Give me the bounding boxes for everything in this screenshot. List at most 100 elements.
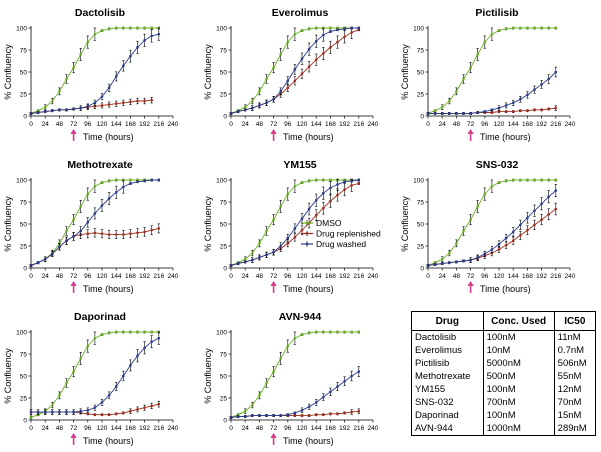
data-point (36, 111, 40, 114)
data-point (114, 385, 118, 388)
table-row: YM155 100nM 12nM (412, 383, 596, 396)
data-point (79, 229, 82, 233)
x-tick-label: 24 (42, 425, 50, 432)
y-axis-label: % Confluency (400, 44, 410, 100)
chart-title: SNS-032 (476, 159, 519, 171)
series-washed (229, 366, 361, 419)
data-point (150, 34, 153, 38)
table-cell: AVN-944 (415, 423, 453, 434)
table-row: Dactolisib 100nM 11nM (412, 330, 596, 344)
data-point (65, 108, 68, 112)
table-cell: Everolimus (415, 345, 462, 356)
data-point (129, 409, 132, 413)
data-point (243, 409, 247, 413)
data-point (448, 251, 451, 255)
x-tick-label: 0 (29, 273, 33, 280)
x-axis-label: Time (hours) (283, 436, 334, 446)
data-point (497, 110, 501, 113)
y-axis-label: % Confluency (203, 348, 213, 404)
data-point (307, 179, 311, 183)
data-point (279, 90, 283, 93)
data-point (314, 178, 318, 182)
data-point (504, 236, 508, 240)
data-point (236, 415, 240, 418)
data-point (511, 101, 515, 105)
data-point (329, 26, 332, 30)
data-point (462, 229, 465, 233)
x-tick-label: 144 (311, 425, 322, 432)
data-point (243, 415, 247, 418)
data-point (72, 107, 75, 111)
data-point (504, 104, 508, 107)
data-point (554, 26, 558, 30)
treatment-arrow-head (70, 129, 77, 134)
table-cell: 10nM (482, 344, 555, 357)
data-point (114, 191, 118, 194)
data-point (93, 184, 97, 188)
treatment-arrow-head (270, 433, 277, 438)
data-point (469, 258, 472, 262)
x-tick-label: 0 (229, 121, 233, 128)
data-point (136, 408, 139, 411)
data-point (314, 330, 318, 334)
table-row: Everolimus 10nM 0.7nM (412, 344, 596, 357)
y-axis-label: % Confluency (3, 348, 13, 404)
y-tick-label: 0 (223, 265, 227, 272)
data-point (307, 47, 311, 51)
data-point (86, 409, 90, 412)
data-point (336, 28, 339, 32)
x-tick-label: 192 (339, 425, 350, 432)
data-point (114, 75, 118, 78)
data-point (86, 40, 90, 44)
table-cell: 70nM (553, 396, 596, 409)
data-point (157, 178, 161, 182)
data-point (93, 212, 97, 215)
data-point (122, 411, 125, 415)
data-point (533, 26, 536, 30)
data-point (540, 108, 543, 112)
series-line-dmso (30, 331, 159, 418)
data-point (497, 248, 501, 251)
x-tick-label: 144 (508, 273, 519, 280)
data-point (462, 112, 465, 115)
x-tick-label: 120 (494, 121, 505, 128)
y-tick-label: 50 (220, 69, 228, 76)
data-point (300, 72, 304, 76)
data-point (107, 179, 111, 183)
data-point (129, 330, 132, 334)
data-point (476, 53, 480, 56)
x-tick-label: 0 (29, 425, 33, 432)
data-point (286, 192, 290, 196)
data-point (490, 248, 494, 251)
data-point (93, 406, 97, 409)
data-point (504, 27, 508, 31)
y-axis-label: % Confluency (203, 44, 213, 100)
x-tick-label: 168 (125, 121, 136, 128)
series-dmso (29, 178, 161, 267)
series-washed (229, 26, 361, 115)
table-cell: YM155 (415, 384, 446, 395)
data-point (129, 182, 132, 185)
data-point (314, 39, 318, 43)
y-tick-label: 0 (420, 265, 424, 272)
chart-panel-methotrexate: Methotrexate 0 25 50 75 100 0 24 48 72 96 120 144 168… (3, 159, 179, 294)
data-point (293, 32, 297, 36)
y-tick-label: 100 (216, 329, 227, 336)
data-point (258, 414, 261, 417)
table-cell: Daporinad (415, 410, 459, 421)
data-point (143, 406, 146, 409)
data-point (93, 101, 97, 105)
data-point (43, 257, 47, 261)
x-tick-label: 48 (256, 121, 264, 128)
table-cell: 100nM (482, 383, 555, 396)
series-washed (29, 27, 161, 115)
x-tick-label: 168 (325, 425, 336, 432)
data-point (136, 180, 139, 184)
x-tick-label: 216 (550, 273, 561, 280)
data-point (122, 374, 125, 378)
y-tick-label: 75 (220, 199, 228, 206)
data-point (490, 111, 494, 114)
data-point (51, 410, 54, 414)
x-tick-label: 72 (70, 273, 78, 280)
